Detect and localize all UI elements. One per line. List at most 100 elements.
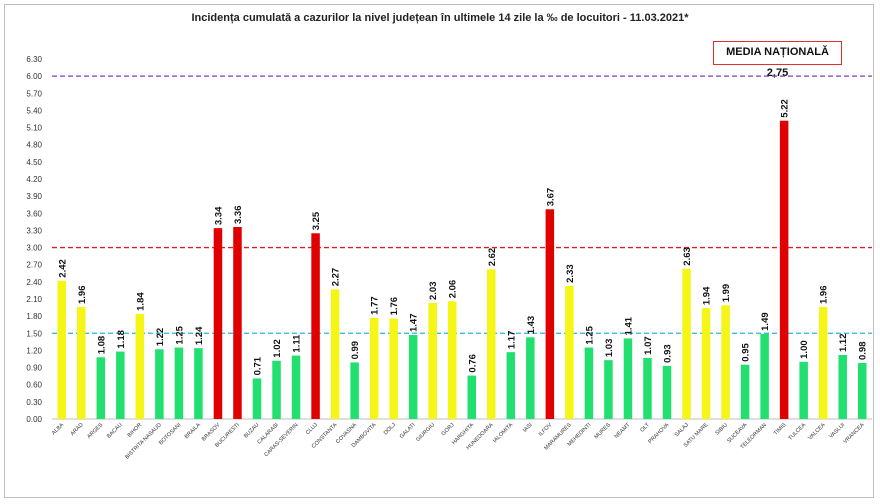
bar	[643, 357, 652, 419]
bar	[526, 337, 535, 419]
x-tick-label: GALATI	[399, 422, 417, 440]
y-tick-label: 0.30	[26, 398, 42, 407]
data-label: 1.76	[389, 297, 400, 316]
x-tick-label: CLUJ	[305, 422, 319, 436]
bar	[623, 338, 633, 419]
x-tick-label: PRAHOVA	[647, 422, 670, 445]
data-label: 3.34	[213, 206, 224, 225]
bar	[252, 378, 262, 419]
bar	[682, 268, 691, 419]
x-tick-label: BIHOR	[127, 422, 144, 439]
bar	[799, 361, 808, 419]
bar	[57, 280, 67, 419]
bar	[330, 289, 340, 419]
y-tick-label: 3.00	[26, 244, 42, 253]
y-tick-label: 5.70	[26, 89, 42, 98]
data-label: 0.99	[350, 341, 361, 360]
y-tick-label: 3.90	[26, 192, 42, 201]
data-label: 0.93	[663, 344, 674, 363]
data-label: 0.95	[741, 343, 752, 362]
x-tick-label: VASLUI	[828, 422, 846, 440]
bar	[311, 233, 320, 419]
bar	[194, 348, 203, 419]
data-label: 1.18	[116, 330, 127, 349]
y-tick-label: 2.70	[26, 261, 42, 270]
x-tick-label: MURES	[594, 422, 613, 441]
y-tick-label: 3.30	[26, 226, 42, 235]
bar	[291, 355, 301, 419]
bar	[818, 307, 828, 419]
y-tick-label: 6.00	[26, 72, 42, 81]
data-label: 1.02	[272, 339, 283, 358]
data-label: 2.42	[57, 259, 68, 278]
bar	[155, 349, 164, 419]
bar	[389, 318, 398, 419]
x-tick-label: SIBIU	[715, 422, 729, 436]
bar	[701, 308, 711, 419]
data-label: 2.03	[428, 282, 439, 301]
x-tick-label: ARAD	[70, 422, 85, 437]
y-tick-label: 2.40	[26, 278, 42, 287]
x-tick-label: OLT	[639, 422, 651, 434]
data-label: 0.71	[253, 356, 264, 375]
bar	[662, 365, 672, 419]
data-label: 1.00	[799, 340, 810, 359]
data-label: 1.96	[77, 286, 88, 305]
x-tick-label: CARAS-SEVERIN	[263, 422, 299, 458]
data-label: 1.41	[623, 316, 634, 335]
data-label: 1.08	[96, 336, 107, 355]
x-tick-label: ALBA	[51, 422, 65, 436]
bar	[96, 357, 106, 419]
data-label: 3.36	[233, 206, 244, 225]
y-tick-label: 4.80	[26, 141, 42, 150]
x-tick-label: NEAMT	[614, 422, 632, 440]
data-label: 1.96	[819, 286, 830, 305]
data-label: 2.63	[682, 247, 693, 266]
data-label: 1.17	[506, 331, 517, 350]
bar	[779, 120, 789, 419]
y-tick-label: 5.40	[26, 106, 42, 115]
data-label: 1.49	[760, 312, 771, 331]
x-tick-label: ARGES	[86, 422, 104, 440]
y-tick-label: 0.00	[26, 415, 42, 424]
y-tick-label: 6.30	[26, 55, 42, 64]
data-label: 1.43	[526, 316, 537, 335]
bar	[408, 335, 418, 419]
y-tick-label: 1.20	[26, 346, 42, 355]
y-tick-label: 2.10	[26, 295, 42, 304]
x-tick-label: GORJ	[441, 422, 456, 437]
bar	[760, 333, 769, 419]
bar	[369, 317, 379, 419]
bar	[77, 307, 86, 419]
x-tick-label: ILFOV	[538, 422, 554, 438]
bar	[506, 352, 516, 419]
bar	[565, 285, 574, 419]
data-label: 2.62	[487, 248, 498, 267]
data-label: 1.25	[174, 325, 185, 344]
x-tick-label: IALOMITA	[492, 422, 514, 444]
x-tick-label: VRANCEA	[843, 422, 866, 445]
data-label: 2.33	[565, 264, 576, 283]
y-tick-label: 1.50	[26, 329, 42, 338]
bar	[272, 360, 281, 419]
x-tick-label: BUZAU	[243, 422, 260, 439]
data-label: 3.25	[311, 211, 322, 230]
bar	[428, 303, 437, 419]
x-tick-label: GIURGIU	[415, 422, 436, 443]
x-tick-label: BISTRITA NASAUD	[124, 422, 163, 461]
y-tick-label: 3.60	[26, 209, 42, 218]
y-tick-label: 5.10	[26, 124, 42, 133]
data-label: 1.12	[838, 334, 849, 353]
bar	[487, 269, 496, 419]
bar	[740, 364, 750, 419]
data-label: 5.22	[780, 99, 791, 118]
bar	[447, 301, 457, 419]
data-label: 2.06	[448, 280, 459, 299]
x-tick-label: IASI	[522, 422, 534, 434]
x-tick-label: TULCEA	[787, 422, 807, 442]
data-label: 1.24	[194, 326, 205, 345]
data-label: 0.98	[858, 342, 869, 361]
bar	[233, 227, 242, 419]
x-tick-label: BRAILA	[184, 422, 202, 440]
x-tick-label: VALCEA	[807, 422, 827, 442]
